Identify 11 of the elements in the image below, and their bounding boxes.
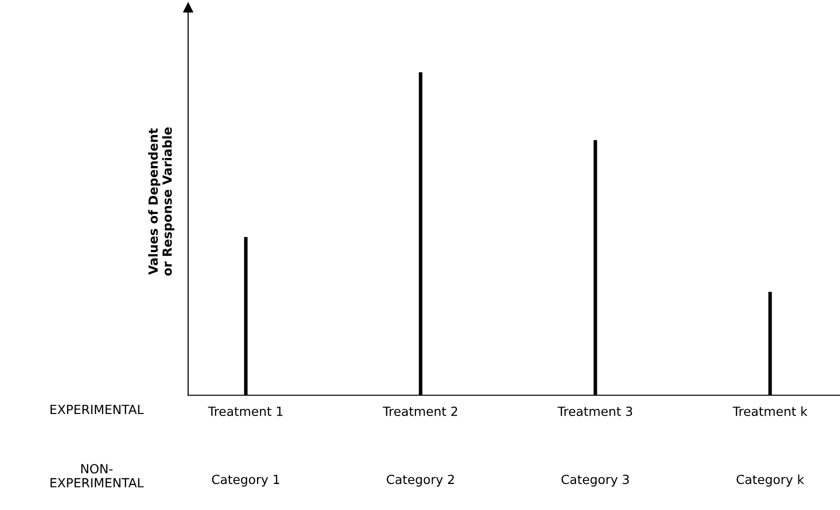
text: Category k: [736, 474, 804, 487]
x-tick-label: Treatment k: [732, 406, 808, 416]
text: Category 3: [562, 474, 629, 487]
x-tick-label: Treatment 1: [208, 406, 282, 416]
text: NON- EXPERIMENTAL: [50, 464, 144, 488]
text: Category 2: [386, 474, 454, 487]
text: Category 1: [212, 474, 280, 487]
text: EXPERIMENTAL: [50, 404, 144, 414]
y-axis-title: Values of Dependent or Response Variable: [148, 127, 174, 276]
x-tick-label: Treatment 3: [558, 406, 632, 416]
x-tick-label: Treatment 2: [382, 406, 458, 416]
